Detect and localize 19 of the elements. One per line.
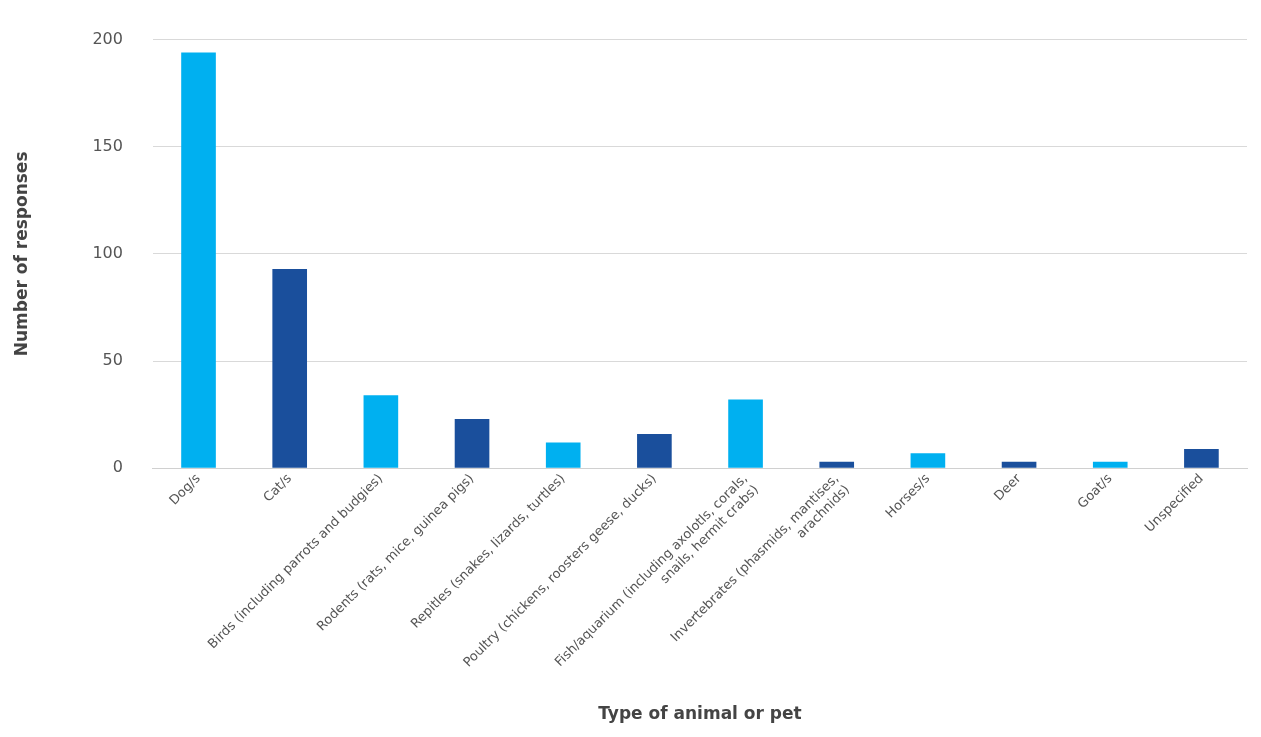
bar: [1184, 448, 1219, 468]
y-tick-label: 200: [92, 28, 123, 48]
bar: [181, 52, 216, 468]
bar: [910, 453, 946, 468]
y-tick-label: 50: [102, 350, 123, 370]
bar: [728, 399, 763, 468]
bar: [819, 461, 855, 468]
y-axis-title: Number of responses: [10, 151, 31, 357]
x-axis-title: Type of animal or pet: [598, 703, 802, 724]
bar: [454, 418, 490, 468]
bar: [1092, 461, 1128, 468]
y-tick-label: 100: [92, 243, 123, 263]
bar: [637, 433, 672, 468]
bar: [545, 442, 581, 468]
y-tick-label: 150: [92, 135, 123, 155]
bar: [272, 268, 308, 468]
bar: [363, 395, 399, 468]
bar: [1001, 461, 1037, 468]
y-tick-label: 0: [112, 457, 123, 477]
